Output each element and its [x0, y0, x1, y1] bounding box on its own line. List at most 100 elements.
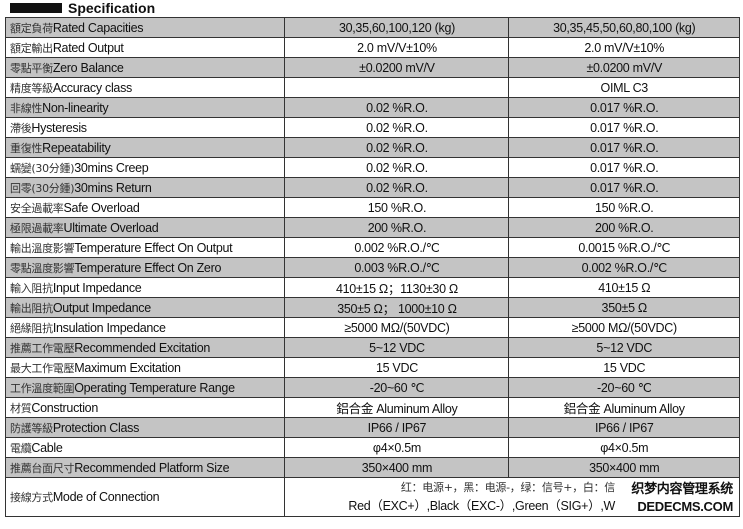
spec-label: 極限過載率Ultimate Overload [4, 217, 286, 238]
value-model-a: 15 VDC [284, 357, 510, 378]
spec-label: 額定輸出Rated Output [4, 37, 286, 58]
label-en: Hysteresis [31, 120, 87, 135]
table-row: 零點溫度影響Temperature Effect On Zero 0.003 %… [4, 257, 740, 278]
spec-label: 輸出溫度影響Temperature Effect On Output [4, 237, 286, 258]
table-row: 推薦工作電壓Recommended Excitation 5~12 VDC 5~… [4, 337, 740, 358]
heading-cn-clipped [10, 3, 62, 13]
spec-table: 額定負荷Rated Capacities 30,35,60,100,120 (k… [4, 17, 740, 517]
spec-label: 材質Construction [4, 397, 286, 418]
label-cn: 工作溫度範圍 [10, 381, 75, 395]
value-model-a: -20~60 ℃ [284, 377, 510, 398]
label-en: Operating Temperature Range [74, 380, 235, 395]
label-en: Protection Class [52, 420, 140, 435]
table-row: 輸出阻抗Output Impedance 350±5 Ω； 1000±10 Ω … [4, 297, 740, 318]
label-cn: 蠕變(30分鍾) [10, 161, 75, 175]
spec-label: 電纜Cable [4, 437, 286, 458]
table-row: 滯後Hysteresis 0.02 %R.O. 0.017 %R.O. [4, 117, 740, 138]
label-cn: 滯後 [10, 121, 32, 135]
label-en: Construction [31, 400, 98, 415]
table-row: 輸出溫度影響Temperature Effect On Output 0.002… [4, 237, 740, 258]
value-model-a: 0.002 %R.O./℃ [284, 237, 510, 258]
label-en: 30mins Creep [74, 160, 149, 175]
value-model-b: 0.017 %R.O. [508, 97, 740, 118]
watermark-line1: 织梦内容管理系统 [631, 481, 733, 496]
table-row: 推薦台面尺寸Recommended Platform Size 350×400 … [4, 457, 740, 478]
table-row: 精度等級Accuracy class OIML C3 [4, 77, 740, 98]
connection-en: Red（EXC+）,Black（EXC-）,Green（SIG+）,W [348, 499, 615, 513]
spec-label: 防護等級Protection Class [4, 417, 286, 438]
label-en: Cable [31, 440, 63, 455]
value-model-b: 350±5 Ω [508, 297, 740, 318]
label-cn: 輸出阻抗 [10, 301, 53, 315]
label-cn: 輸入阻抗 [10, 281, 53, 295]
value-model-a: IP66 / IP67 [284, 417, 510, 438]
label-en: Rated Output [52, 40, 124, 55]
value-model-b: ≥5000 MΩ/(50VDC) [508, 317, 740, 338]
label-en: Maximum Excitation [74, 360, 181, 375]
value-model-b: 150 %R.O. [508, 197, 740, 218]
spec-label: 零點平衡Zero Balance [4, 57, 286, 78]
table-row: 工作溫度範圍Operating Temperature Range -20~60… [4, 377, 740, 398]
table-row: 重復性Repeatability 0.02 %R.O. 0.017 %R.O. [4, 137, 740, 158]
spec-label: 推薦工作電壓Recommended Excitation [4, 337, 286, 358]
connection-row: 接線方式Mode of Connection 红：电源+，黑：电源-，绿：信号+… [4, 477, 740, 517]
spec-label: 輸入阻抗Input Impedance [4, 277, 286, 298]
value-model-a: 鋁合金 Aluminum Alloy [284, 397, 510, 418]
table-row: 電纜Cable φ4×0.5m φ4×0.5m [4, 437, 740, 458]
value-model-b: 15 VDC [508, 357, 740, 378]
value-model-b: 2.0 mV/V±10% [508, 37, 740, 58]
spec-label: 非線性Non-linearity [4, 97, 286, 118]
value-model-a: 0.02 %R.O. [284, 97, 510, 118]
table-row: 防護等級Protection Class IP66 / IP67 IP66 / … [4, 417, 740, 438]
label-cn: 安全過載率 [10, 201, 64, 215]
label-cn: 接線方式 [10, 491, 53, 504]
label-cn: 電纜 [10, 441, 32, 455]
section-heading: Specification [10, 0, 155, 16]
label-en: Temperature Effect On Output [74, 240, 233, 255]
label-en: Rated Capacities [52, 20, 144, 35]
spec-label: 工作溫度範圍Operating Temperature Range [4, 377, 286, 398]
value-model-b: 200 %R.O. [508, 217, 740, 238]
table-row: 蠕變(30分鍾)30mins Creep 0.02 %R.O. 0.017 %R… [4, 157, 740, 178]
value-model-b: IP66 / IP67 [508, 417, 740, 438]
label-cn: 絕緣阻抗 [10, 321, 53, 335]
spec-label: 回零(30分鍾)30mins Return [4, 177, 286, 198]
label-cn: 額定負荷 [10, 21, 53, 35]
spec-label: 接線方式Mode of Connection [4, 477, 286, 517]
table-row: 回零(30分鍾)30mins Return 0.02 %R.O. 0.017 %… [4, 177, 740, 198]
label-en: Temperature Effect On Zero [74, 260, 222, 275]
label-cn: 精度等級 [10, 81, 53, 95]
spec-label: 蠕變(30分鍾)30mins Creep [4, 157, 286, 178]
heading-text: Specification [68, 0, 156, 16]
label-cn: 最大工作電壓 [10, 361, 75, 375]
label-cn: 回零(30分鍾) [10, 181, 75, 195]
value-model-b: 0.017 %R.O. [508, 137, 740, 158]
value-model-b: φ4×0.5m [508, 437, 740, 458]
label-en: Output Impedance [52, 300, 151, 315]
spec-label: 安全過載率Safe Overload [4, 197, 286, 218]
spec-label: 推薦台面尺寸Recommended Platform Size [4, 457, 286, 478]
spec-label: 重復性Repeatability [4, 137, 286, 158]
label-cn: 額定輸出 [10, 41, 53, 55]
label-en: Ultimate Overload [63, 220, 159, 235]
table-row: 最大工作電壓Maximum Excitation 15 VDC 15 VDC [4, 357, 740, 378]
label-en: Accuracy class [52, 80, 132, 95]
connection-value: 红：电源+，黑：电源-，绿：信号+，白：信 Red（EXC+）,Black（EXC… [284, 477, 740, 517]
label-cn: 推薦工作電壓 [10, 341, 75, 355]
label-cn: 零點平衡 [10, 61, 53, 75]
label-en: Zero Balance [52, 60, 124, 75]
label-cn: 材質 [10, 401, 32, 415]
value-model-b: OIML C3 [508, 77, 740, 98]
value-model-b: 5~12 VDC [508, 337, 740, 358]
value-model-a: φ4×0.5m [284, 437, 510, 458]
value-model-a: ±0.0200 mV/V [284, 57, 510, 78]
label-en: 30mins Return [74, 180, 152, 195]
label-cn: 重復性 [10, 141, 43, 155]
value-model-a: 0.02 %R.O. [284, 177, 510, 198]
value-model-a: 0.02 %R.O. [284, 157, 510, 178]
value-model-a: 5~12 VDC [284, 337, 510, 358]
watermark: 织梦内容管理系统 DEDECMS.COM [631, 480, 733, 516]
value-model-a [284, 77, 510, 98]
label-en: Input Impedance [52, 280, 142, 295]
value-model-a: 0.02 %R.O. [284, 117, 510, 138]
